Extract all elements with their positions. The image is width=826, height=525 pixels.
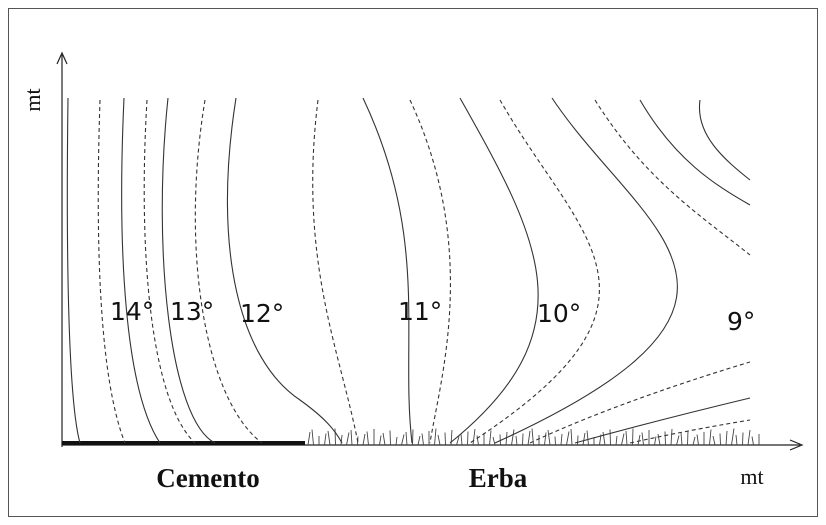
isotherm-label: 13°	[170, 297, 214, 326]
isotherm-line	[162, 98, 215, 443]
isotherm-label: 14°	[110, 297, 154, 326]
x-axis-label: mt	[740, 464, 763, 489]
surface-label: Cemento	[156, 463, 259, 493]
isotherm-lines	[67, 98, 750, 443]
surface-label: Erba	[469, 463, 528, 493]
isotherm-line	[67, 98, 80, 443]
diagram: 14° 13° 12° 11° 10° 9° mt mt Cemento Erb…	[0, 0, 826, 525]
isotherm-line	[495, 98, 677, 443]
isotherm-line	[144, 100, 195, 443]
isotherm-line	[195, 100, 262, 443]
isotherm-label: 10°	[537, 299, 581, 328]
isotherm-labels: 14° 13° 12° 11° 10° 9°	[110, 297, 755, 336]
isotherm-line	[313, 100, 358, 443]
isotherm-line	[410, 100, 450, 443]
grass	[308, 429, 759, 446]
isotherm-label: 11°	[398, 297, 442, 326]
isotherm-line	[699, 100, 750, 180]
isotherm-line	[640, 100, 750, 205]
isotherm-line	[363, 98, 412, 443]
isotherm-line	[227, 98, 342, 443]
y-axis-label: mt	[20, 88, 45, 111]
isotherm-line	[575, 398, 750, 443]
axes	[57, 53, 802, 450]
isotherm-line	[595, 100, 750, 255]
isotherm-label: 9°	[727, 307, 755, 336]
isotherm-line	[122, 98, 160, 443]
isotherm-line	[450, 98, 538, 443]
isotherm-line	[530, 362, 750, 443]
isotherm-label: 12°	[240, 299, 284, 328]
isotherm-line	[98, 100, 125, 443]
